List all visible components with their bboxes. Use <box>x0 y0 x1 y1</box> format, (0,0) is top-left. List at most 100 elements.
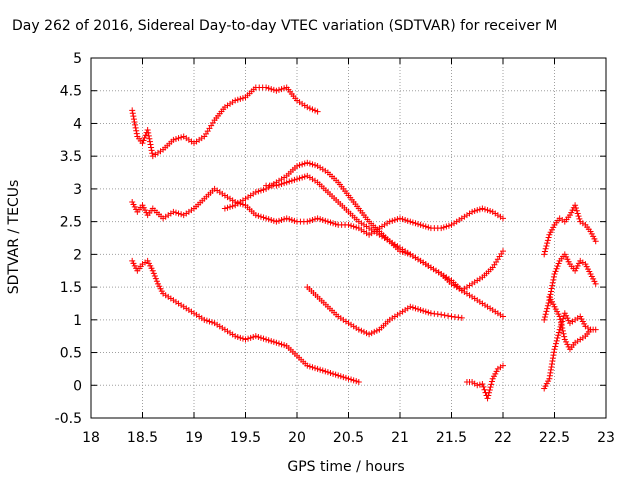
data-point <box>397 215 403 222</box>
data-point <box>273 218 280 225</box>
y-tick-label: -0.5 <box>55 411 82 427</box>
x-axis-label: GPS time / hours <box>287 459 404 475</box>
data-point <box>549 355 556 362</box>
data-point <box>229 203 236 210</box>
data-point <box>327 219 334 226</box>
data-point <box>152 275 159 282</box>
data-point <box>561 333 568 340</box>
data-point <box>201 316 208 323</box>
data-point <box>548 363 555 370</box>
data-point <box>353 378 360 385</box>
data-point <box>291 217 298 224</box>
data-point <box>239 95 246 102</box>
data-point <box>443 223 450 230</box>
data-point <box>148 147 155 154</box>
data-point <box>438 225 445 232</box>
y-tick-label: 1 <box>73 313 82 329</box>
data-point <box>151 272 158 279</box>
data-point <box>301 160 308 167</box>
data-point <box>415 221 422 228</box>
data-point <box>309 217 316 223</box>
data-point <box>487 384 494 391</box>
data-point <box>247 334 254 341</box>
data-point <box>275 340 282 347</box>
y-tick-label: 2 <box>73 247 82 263</box>
data-point <box>373 327 380 334</box>
y-tick-label: 0.5 <box>60 346 82 362</box>
data-point <box>245 335 252 342</box>
data-point <box>309 106 316 113</box>
data-point <box>488 378 495 385</box>
x-tick-label: 20 <box>288 430 306 446</box>
x-tick-label: 18 <box>82 430 100 446</box>
data-point <box>556 313 563 320</box>
data-point <box>255 212 262 219</box>
data-point <box>281 180 288 187</box>
data-point <box>273 182 280 189</box>
data-point <box>234 96 241 103</box>
data-point <box>148 144 155 151</box>
data-point <box>237 334 244 341</box>
data-point <box>139 140 146 147</box>
data-point <box>500 313 506 320</box>
data-point <box>224 204 231 211</box>
series-arc-lower <box>129 257 362 385</box>
data-point <box>306 160 313 167</box>
data-point <box>265 85 272 92</box>
data-point <box>420 307 427 314</box>
data-point <box>547 366 554 373</box>
data-point <box>312 107 319 114</box>
data-point <box>283 215 290 222</box>
y-tick-label: 0 <box>73 378 82 394</box>
data-point <box>545 299 552 306</box>
data-point <box>149 267 156 274</box>
data-point <box>543 308 550 315</box>
data-point <box>441 312 448 319</box>
data-point <box>270 86 277 93</box>
data-point <box>484 207 491 214</box>
series-arc-rising <box>221 159 506 320</box>
data-point <box>573 207 580 214</box>
data-point <box>479 205 486 212</box>
series-arc-late-d <box>546 293 594 353</box>
data-point <box>402 217 409 223</box>
data-point <box>549 282 556 289</box>
data-point <box>394 216 401 223</box>
data-point <box>330 370 337 377</box>
data-point <box>486 389 493 396</box>
data-point <box>130 113 137 120</box>
data-point <box>332 221 339 228</box>
data-point <box>552 343 559 350</box>
data-point <box>319 367 326 374</box>
data-point <box>209 319 216 326</box>
data-point <box>252 189 259 196</box>
data-point <box>546 372 553 379</box>
data-point <box>550 273 557 280</box>
y-tick-label: 1.5 <box>60 280 82 296</box>
data-point <box>317 366 324 373</box>
data-point <box>544 240 551 247</box>
data-point <box>312 216 319 223</box>
data-point <box>542 245 549 252</box>
data-point <box>296 175 303 182</box>
data-point <box>576 215 583 222</box>
data-point <box>232 333 239 340</box>
data-point <box>409 219 416 226</box>
series-arc-mid <box>263 172 506 294</box>
data-point <box>440 224 447 231</box>
data-point <box>270 217 277 224</box>
data-point <box>355 326 362 333</box>
data-point <box>260 214 267 221</box>
data-point <box>232 97 239 104</box>
data-point <box>146 138 153 145</box>
data-point <box>255 334 262 340</box>
series-arc-top <box>129 84 321 160</box>
data-point <box>550 352 557 359</box>
data-point <box>288 177 295 184</box>
data-point <box>281 216 288 223</box>
data-point <box>350 223 357 230</box>
data-point <box>175 135 182 142</box>
y-axis-label: SDTVAR / TECUs <box>6 180 22 295</box>
data-point <box>371 328 378 335</box>
data-point <box>541 248 548 255</box>
